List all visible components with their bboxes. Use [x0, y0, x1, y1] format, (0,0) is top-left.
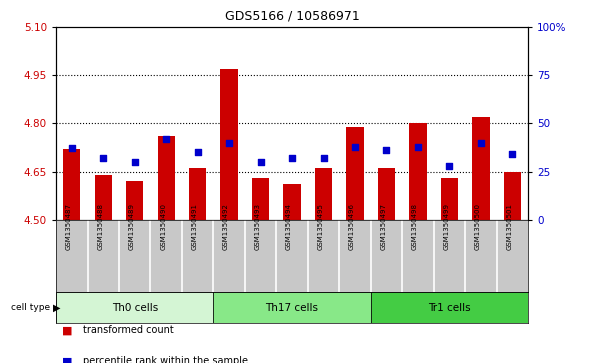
Bar: [158, 136, 175, 220]
Bar: [221, 69, 238, 220]
Point: [67, 146, 77, 151]
Bar: [56, 292, 214, 323]
Bar: [189, 168, 206, 220]
Text: GSM1350497: GSM1350497: [381, 203, 386, 250]
Text: GSM1350490: GSM1350490: [160, 203, 166, 250]
Point: [413, 144, 422, 150]
Bar: [214, 292, 371, 323]
Bar: [378, 168, 395, 220]
Point: [319, 155, 328, 161]
Point: [99, 155, 108, 161]
Point: [224, 140, 234, 146]
Bar: [371, 292, 528, 323]
Point: [507, 151, 517, 157]
Text: GSM1350498: GSM1350498: [412, 203, 418, 250]
Point: [445, 163, 454, 169]
Text: GDS5166 / 10586971: GDS5166 / 10586971: [225, 9, 359, 22]
Bar: [283, 184, 301, 220]
Text: GSM1350501: GSM1350501: [506, 203, 512, 250]
Text: GSM1350489: GSM1350489: [129, 203, 135, 250]
Text: GSM1350492: GSM1350492: [223, 203, 229, 250]
Point: [350, 144, 360, 150]
Bar: [441, 178, 458, 220]
Text: GSM1350491: GSM1350491: [192, 203, 198, 250]
Text: percentile rank within the sample: percentile rank within the sample: [83, 356, 248, 363]
Text: ■: ■: [62, 356, 73, 363]
Text: GSM1350493: GSM1350493: [254, 203, 261, 250]
Point: [382, 147, 391, 153]
Text: cell type: cell type: [11, 303, 53, 312]
Point: [162, 136, 171, 142]
Point: [256, 159, 266, 165]
Bar: [409, 123, 427, 220]
Bar: [252, 178, 269, 220]
Point: [130, 159, 139, 165]
Text: GSM1350495: GSM1350495: [317, 203, 323, 250]
Text: transformed count: transformed count: [83, 325, 173, 335]
Point: [476, 140, 486, 146]
Bar: [126, 181, 143, 220]
Bar: [504, 171, 521, 220]
Bar: [315, 168, 332, 220]
Point: [287, 155, 297, 161]
Bar: [346, 127, 363, 220]
Text: GSM1350499: GSM1350499: [443, 203, 450, 250]
Text: Tr1 cells: Tr1 cells: [428, 303, 471, 313]
Text: GSM1350488: GSM1350488: [97, 203, 103, 250]
Text: Th17 cells: Th17 cells: [266, 303, 319, 313]
Bar: [472, 117, 490, 220]
Text: ▶: ▶: [53, 303, 61, 313]
Text: ■: ■: [62, 325, 73, 335]
Bar: [63, 149, 80, 220]
Text: Th0 cells: Th0 cells: [112, 303, 158, 313]
Text: GSM1350494: GSM1350494: [286, 203, 292, 250]
Text: GSM1350496: GSM1350496: [349, 203, 355, 250]
Point: [193, 149, 202, 155]
Text: GSM1350487: GSM1350487: [65, 203, 72, 250]
Bar: [94, 175, 112, 220]
Text: GSM1350500: GSM1350500: [475, 203, 481, 250]
